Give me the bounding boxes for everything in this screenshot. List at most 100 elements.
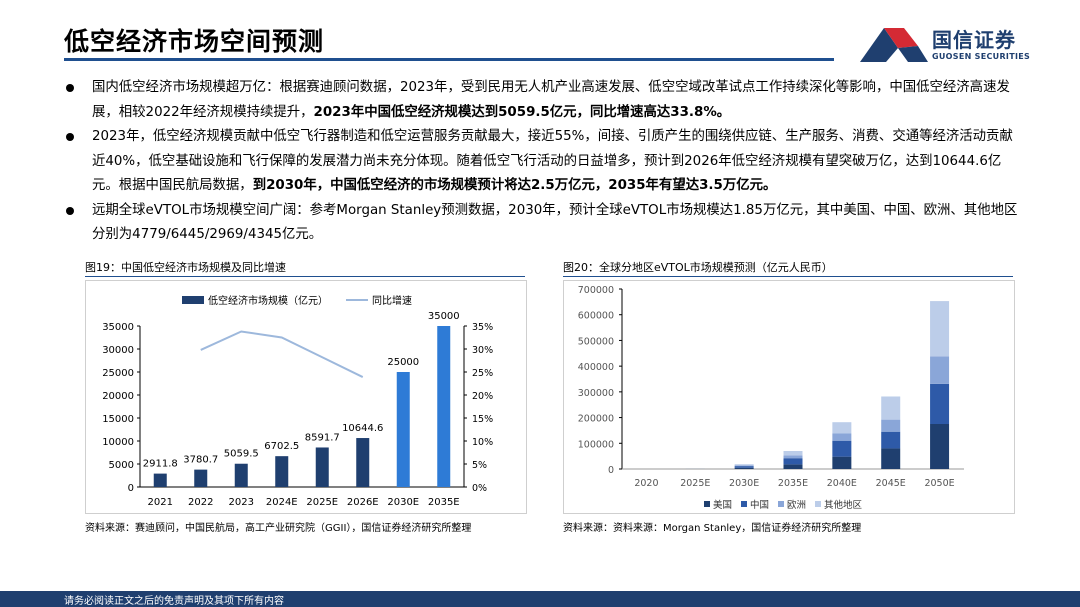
stacked-bar-segment [930, 383, 950, 424]
x-tick-label: 2040E [827, 478, 857, 489]
bar-value-label: 2911.8 [143, 459, 178, 470]
fig19-title: 图19：中国低空经济市场规模及同比增速 [85, 261, 286, 274]
y-tick-label: 700000 [578, 285, 614, 296]
y2-tick-label: 30% [472, 345, 493, 356]
bullet-2-highlight: 到2030年，中国低空经济的市场规模预计将达2.5万亿元，2035年有望达3.5… [252, 178, 777, 193]
fig20-title: 图20：全球分地区eVTOL市场规模预测（亿元人民币） [563, 261, 833, 274]
x-tick-label: 2045E [876, 478, 906, 489]
bar [356, 438, 370, 487]
bar [437, 326, 451, 487]
fig20-title-rule [563, 276, 1013, 277]
fig19-source: 资料来源：赛迪顾问，中国民航局，高工产业研究院（GGII），国信证券经济研究所整… [85, 523, 472, 534]
page-title: 低空经济市场空间预测 [64, 27, 325, 56]
bar-value-label: 25000 [387, 357, 419, 368]
footer-bar: 请务必阅读正文之后的免责声明及其项下所有内容 [0, 591, 1080, 607]
bullet-item-3: 远期全球eVTOL市场规模空间广阔：参考Morgan Stanley预测数据，2… [64, 199, 1024, 248]
x-tick-label: 2030E [729, 478, 759, 489]
fig20-chart: 0 100000 200000 300000 400000 500000 600000 700… [578, 285, 964, 511]
x-tick-label: 2023 [229, 497, 254, 508]
y-tick-label: 500000 [578, 336, 614, 347]
stacked-bar-segment [930, 356, 950, 384]
stacked-bar-segment [832, 433, 852, 441]
stacked-bar-segment [881, 396, 901, 420]
bullet-item-1: 国内低空经济市场规模超万亿：根据赛迪顾问数据，2023年，受到民用无人机产业高速… [64, 76, 1024, 125]
legend-swatch [815, 501, 821, 507]
bullet-item-2: 2023年，低空经济规模贡献中低空飞行器制造和低空运营服务贡献最大，接近55%，… [64, 125, 1024, 199]
x-tick-label: 2025E [306, 497, 338, 508]
fig19-chart: 低空经济市场规模（亿元） 同比增速 0 5000 10000 15000 20000 2500… [102, 294, 493, 508]
y-tick-label: 20000 [102, 391, 134, 402]
y2-tick-label: 0% [472, 483, 487, 494]
footer-disclaimer: 请务必阅读正文之后的免责声明及其项下所有内容 [64, 596, 284, 607]
y-tick-label: 5000 [109, 460, 134, 471]
y-tick-label: 0 [608, 465, 614, 476]
stacked-bar-segment [930, 424, 950, 469]
growth-line [200, 330, 364, 378]
y-tick-label: 300000 [578, 388, 614, 399]
stacked-bar-segment [881, 448, 901, 469]
y-tick-label: 10000 [102, 437, 134, 448]
y2-tick-label: 15% [472, 414, 493, 425]
stacked-bar-segment [734, 464, 754, 466]
y-tick-label: 600000 [578, 311, 614, 322]
bar [315, 447, 329, 487]
bullet-dot-icon [66, 133, 74, 141]
legend-label-growth: 同比增速 [372, 294, 412, 307]
x-tick-label: 2035E [428, 497, 460, 508]
y-tick-label: 0 [128, 483, 134, 494]
legend-label-market-size: 低空经济市场规模（亿元） [208, 294, 328, 307]
legend-label: 美国 [713, 499, 732, 511]
stacked-bar-segment [734, 467, 754, 469]
bar-value-label: 10644.6 [342, 423, 383, 434]
y2-tick-label: 20% [472, 391, 493, 402]
stacked-bar-segment [832, 422, 852, 434]
stacked-bar-segment [832, 440, 852, 457]
bullet-dot-icon [66, 84, 74, 92]
x-tick-label: 2020 [634, 478, 658, 489]
stacked-bar-segment [783, 464, 803, 469]
x-tick-label: 2021 [148, 497, 173, 508]
bar-value-label: 5059.5 [224, 449, 259, 460]
x-tick-label: 2050E [924, 478, 954, 489]
guosen-logo-icon [860, 28, 928, 62]
legend-swatch [741, 501, 747, 507]
y2-tick-label: 5% [472, 460, 487, 471]
bar [396, 372, 410, 487]
legend-label: 其他地区 [824, 499, 863, 511]
legend-label: 中国 [750, 499, 769, 511]
title-underline [64, 58, 834, 61]
bar [153, 473, 167, 487]
bar [275, 456, 289, 487]
y-tick-label: 100000 [578, 439, 614, 450]
x-tick-label: 2035E [778, 478, 808, 489]
bar-value-label: 8591.7 [305, 432, 340, 443]
fig19-title-rule [85, 276, 525, 277]
y-tick-label: 15000 [102, 414, 134, 425]
legend-label: 欧洲 [787, 499, 806, 511]
bar-value-label: 35000 [428, 311, 460, 322]
bullet-2-text: 2023年，低空经济规模贡献中低空飞行器制造和低空运营服务贡献最大，接近55%，… [92, 129, 1013, 193]
y-tick-label: 25000 [102, 368, 134, 379]
legend-swatch-market-size [182, 296, 204, 304]
legend-swatch [704, 501, 710, 507]
stacked-bar-segment [734, 466, 754, 468]
stacked-bar-segment [783, 451, 803, 456]
bar [234, 463, 248, 487]
y-tick-label: 35000 [102, 322, 134, 333]
x-tick-label: 2030E [387, 497, 419, 508]
x-tick-label: 2024E [266, 497, 298, 508]
stacked-bar-segment [930, 301, 950, 357]
fig20-source: 资料来源：资料来源：Morgan Stanley，国信证券经济研究所整理 [563, 523, 862, 534]
logo-english-name: GUOSEN SECURITIES [932, 52, 1031, 61]
bar [194, 469, 208, 487]
stacked-bar-segment [881, 419, 901, 432]
x-tick-label: 2026E [347, 497, 379, 508]
y-tick-label: 30000 [102, 345, 134, 356]
x-tick-label: 2025E [680, 478, 710, 489]
bullet-1-highlight: 2023年中国低空经济规模达到5059.5亿元，同比增速高达33.8%。 [313, 104, 731, 120]
bullet-1-text: 国内低空经济市场规模超万亿：根据赛迪顾问数据，2023年，受到民用无人机产业高速… [92, 80, 1010, 120]
y2-tick-label: 35% [472, 322, 493, 333]
bar-value-label: 3780.7 [183, 455, 218, 466]
stacked-bar-segment [832, 456, 852, 469]
bar-value-label: 6702.5 [264, 441, 299, 452]
